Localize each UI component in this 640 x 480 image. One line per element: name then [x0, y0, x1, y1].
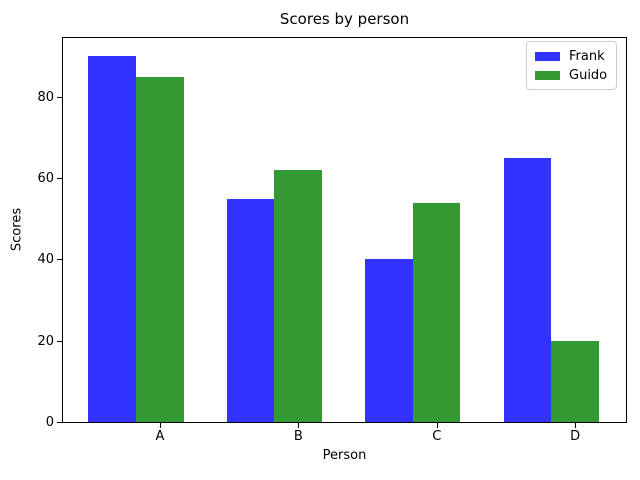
y-tick-mark [57, 178, 62, 180]
y-tick-mark [57, 422, 62, 423]
bar-guido-b [274, 170, 322, 422]
y-tick-label: 20 [37, 333, 54, 349]
y-tick-label: 80 [37, 89, 54, 105]
y-tick-label: 0 [45, 415, 54, 430]
legend: Frank Guido [526, 41, 617, 90]
x-tick-label-a: A [155, 429, 165, 444]
bar-frank-c [365, 259, 413, 422]
y-axis-label: Scores [9, 207, 25, 252]
legend-item-frank: Frank [535, 48, 608, 66]
legend-label-guido: Guido [569, 67, 608, 83]
x-tick-mark [298, 423, 300, 428]
y-tick-mark [57, 340, 62, 342]
x-tick-label-d: D [570, 429, 581, 444]
legend-item-guido: Guido [535, 67, 608, 85]
bar-guido-a [135, 76, 184, 422]
x-tick-label-c: C [432, 429, 442, 444]
y-tick-mark [57, 259, 62, 261]
legend-swatch-guido [535, 71, 560, 80]
bar-frank-a [88, 56, 136, 422]
legend-label-frank: Frank [569, 48, 605, 64]
plot-area [62, 37, 627, 423]
bar-guido-d [551, 340, 599, 422]
bar-frank-d [503, 157, 552, 422]
y-tick-label: 60 [37, 171, 54, 187]
y-tick-label: 40 [37, 252, 54, 268]
chart-title: Scores by person [279, 10, 410, 28]
bar-guido-c [412, 202, 461, 422]
x-tick-label-b: B [293, 429, 303, 444]
y-tick-mark [57, 96, 62, 98]
x-tick-mark [436, 423, 438, 428]
legend-swatch-frank [535, 52, 560, 61]
x-tick-mark [160, 423, 161, 428]
x-axis-label: Person [322, 448, 367, 463]
x-tick-mark [575, 423, 577, 428]
bar-frank-b [226, 198, 275, 422]
